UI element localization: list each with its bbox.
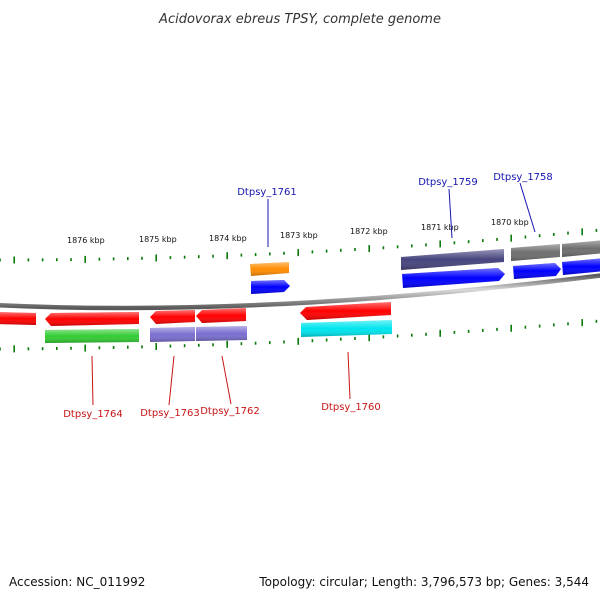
gene-dtpsy-1758[interactable] [513,258,600,279]
scale-labels: 1876 kbp 1875 kbp 1874 kbp 1873 kbp 1872… [67,218,529,245]
genome-summary-text: Topology: circular; Length: 3,796,573 bp… [258,575,589,589]
gene-left-edge[interactable] [0,312,36,325]
gene-dtpsy-1760[interactable] [300,302,391,320]
scale-label-1873: 1873 kbp [280,231,318,240]
scale-label-1871: 1871 kbp [421,223,459,232]
outer-tick-row [0,228,598,264]
callout-lines [91,182,536,406]
inner-tick-row [0,319,598,353]
label-dtpsy-1761[interactable]: Dtpsy_1761 [237,187,297,198]
reverse-genes [0,302,392,343]
gene-dtpsy-1763[interactable] [150,310,195,324]
gene-dtpsy-1759[interactable] [402,268,505,288]
gene-dtpsy-1762[interactable] [196,308,246,323]
label-dtpsy-1759[interactable]: Dtpsy_1759 [418,177,478,188]
label-dtpsy-1758[interactable]: Dtpsy_1758 [493,172,553,183]
label-dtpsy-1760[interactable]: Dtpsy_1760 [321,402,381,413]
label-dtpsy-1763[interactable]: Dtpsy_1763 [140,408,200,419]
map-title: Acidovorax ebreus TPSY, complete genome [158,12,441,27]
gene-dtpsy-1759-gray[interactable] [401,249,504,270]
scale-label-1875: 1875 kbp [139,235,177,244]
gene-dtpsy-1760-cyan[interactable] [301,320,392,337]
scale-label-1876: 1876 kbp [67,236,105,245]
label-dtpsy-1762[interactable]: Dtpsy_1762 [200,406,260,417]
genome-backbone [0,273,600,311]
scale-label-1874: 1874 kbp [209,234,247,243]
forward-genes [250,240,600,294]
scale-label-1872: 1872 kbp [350,227,388,236]
label-dtpsy-1764[interactable]: Dtpsy_1764 [63,409,123,420]
gene-dtpsy-1763-purple[interactable] [150,327,195,342]
gene-labels: Dtpsy_1761 Dtpsy_1759 Dtpsy_1758 Dtpsy_1… [63,172,553,420]
gene-dtpsy-1764-green[interactable] [45,329,139,343]
accession-text: Accession: NC_011992 [9,575,145,589]
gene-dtpsy-1761[interactable] [251,280,290,294]
gene-dtpsy-1758-gray[interactable] [511,240,600,261]
gene-dtpsy-1764[interactable] [45,312,139,326]
gene-dtpsy-1762-purple[interactable] [196,326,247,341]
gene-dtpsy-1761-orange[interactable] [250,262,289,276]
scale-label-1870: 1870 kbp [491,218,529,227]
